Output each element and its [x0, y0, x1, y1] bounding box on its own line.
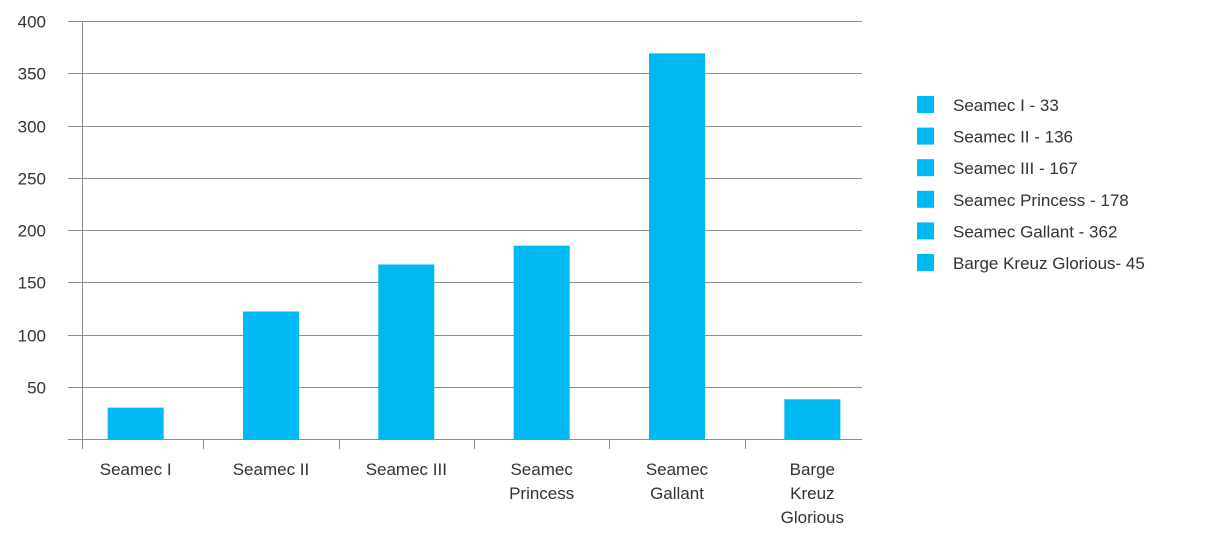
y-tick-label: 250: [18, 170, 46, 189]
bar: [784, 399, 841, 439]
bar: [649, 53, 705, 440]
x-category-label: Seamec II: [233, 460, 310, 479]
x-category-label: Gallant: [650, 484, 704, 503]
y-tick-label: 350: [18, 65, 46, 84]
axes: [68, 21, 862, 449]
bar: [513, 245, 570, 439]
legend-label: Seamec I - 33: [953, 96, 1059, 115]
legend-label: Seamec Princess - 178: [953, 191, 1129, 210]
x-category-label: Seamec I: [100, 460, 172, 479]
x-category-label: Barge: [790, 460, 835, 479]
y-tick-labels: 50 100 150 200 250 300 350 400: [18, 13, 46, 398]
y-tick-label: 50: [27, 379, 46, 398]
legend-swatch: [917, 190, 934, 208]
legend-label: Barge Kreuz Glorious- 45: [953, 254, 1145, 273]
legend-swatch: [917, 159, 934, 177]
y-tick-label: 100: [18, 327, 46, 346]
y-tick-label: 200: [18, 222, 46, 241]
x-category-label: Princess: [509, 484, 574, 503]
x-category-labels: Seamec I Seamec II Seamec III Seamec Princes…: [100, 460, 844, 527]
legend-label: Seamec Gallant - 362: [953, 222, 1117, 241]
legend-label: Seamec III - 167: [953, 159, 1078, 178]
legend: Seamec I - 33 Seamec II - 136 Seamec III -…: [917, 96, 1145, 273]
x-category-label: Glorious: [781, 508, 844, 527]
bar: [378, 264, 435, 439]
bar: [243, 311, 299, 439]
y-tick-label: 400: [18, 13, 46, 32]
x-category-label: Seamec III: [366, 460, 447, 479]
gridlines: [68, 21, 862, 388]
legend-swatch: [917, 254, 934, 271]
y-tick-label: 300: [18, 118, 46, 137]
legend-swatch: [917, 96, 934, 113]
y-tick-label: 150: [18, 274, 46, 293]
x-category-label: Kreuz: [790, 484, 834, 503]
bar: [107, 407, 164, 439]
legend-swatch: [917, 222, 934, 240]
bars: [107, 53, 841, 440]
x-category-label: Seamec: [646, 460, 709, 479]
legend-label: Seamec II - 136: [953, 128, 1073, 147]
x-category-label: Seamec: [510, 460, 573, 479]
legend-swatch: [917, 127, 934, 145]
